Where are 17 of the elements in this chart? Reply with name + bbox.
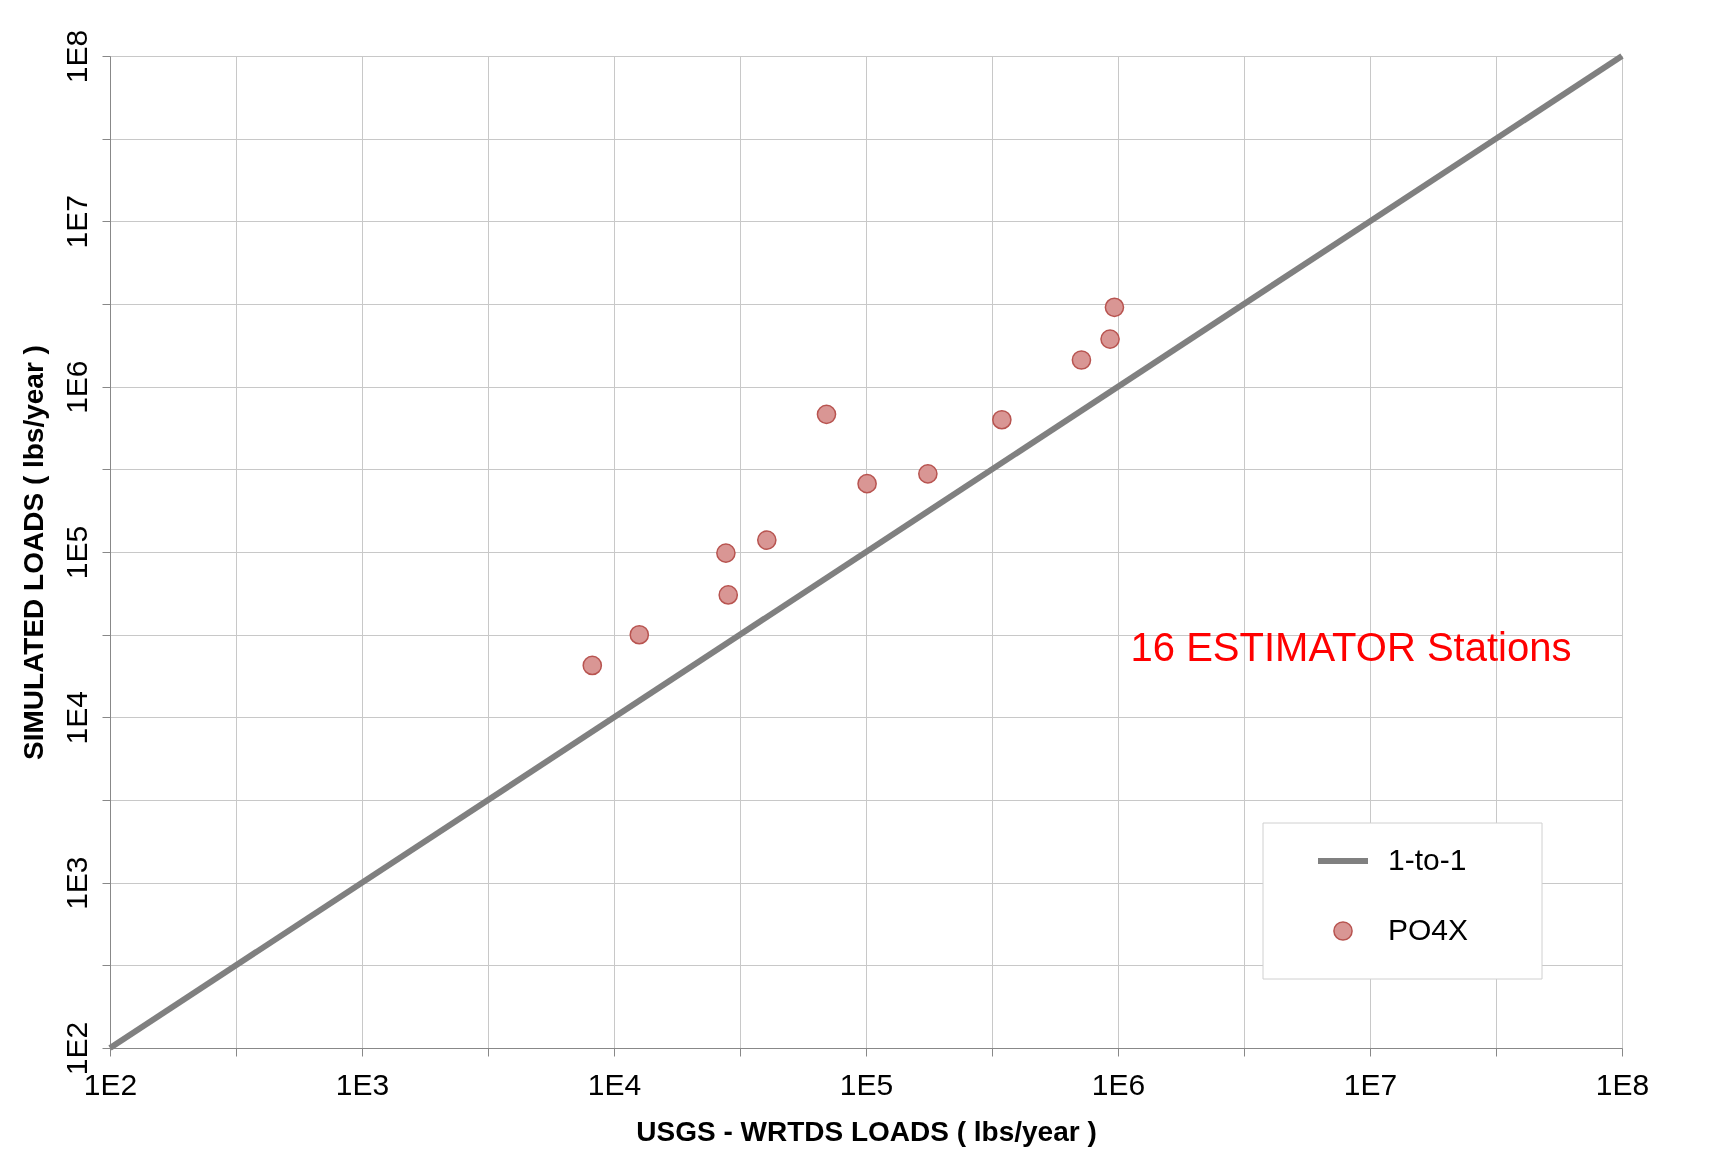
y-tick-label: 1E8 xyxy=(59,29,93,84)
x-tick-label: 1E6 xyxy=(1091,1067,1146,1101)
legend-label: 1-to-1 xyxy=(1388,843,1467,876)
legend-label: PO4X xyxy=(1388,913,1469,946)
x-tick-label: 1E8 xyxy=(1595,1067,1650,1101)
x-axis-title: USGS - WRTDS LOADS ( lbs/year ) xyxy=(636,1115,1097,1147)
y-tick-label: 1E7 xyxy=(59,195,93,249)
x-tick-label: 1E7 xyxy=(1343,1067,1398,1101)
annotation: 16 ESTIMATOR Stations xyxy=(1130,625,1572,669)
y-axis-title: SIMULATED LOADS ( lbs/year ) xyxy=(17,345,49,760)
y-tick-label: 1E6 xyxy=(59,360,93,414)
x-tick-label: 1E4 xyxy=(587,1067,642,1101)
x-tick-label: 1E3 xyxy=(335,1067,390,1101)
y-tick-label: 1E5 xyxy=(59,525,93,580)
x-tick-label: 1E5 xyxy=(839,1067,894,1101)
y-tick-label: 1E3 xyxy=(59,856,93,910)
y-tick-label: 1E4 xyxy=(59,691,93,745)
